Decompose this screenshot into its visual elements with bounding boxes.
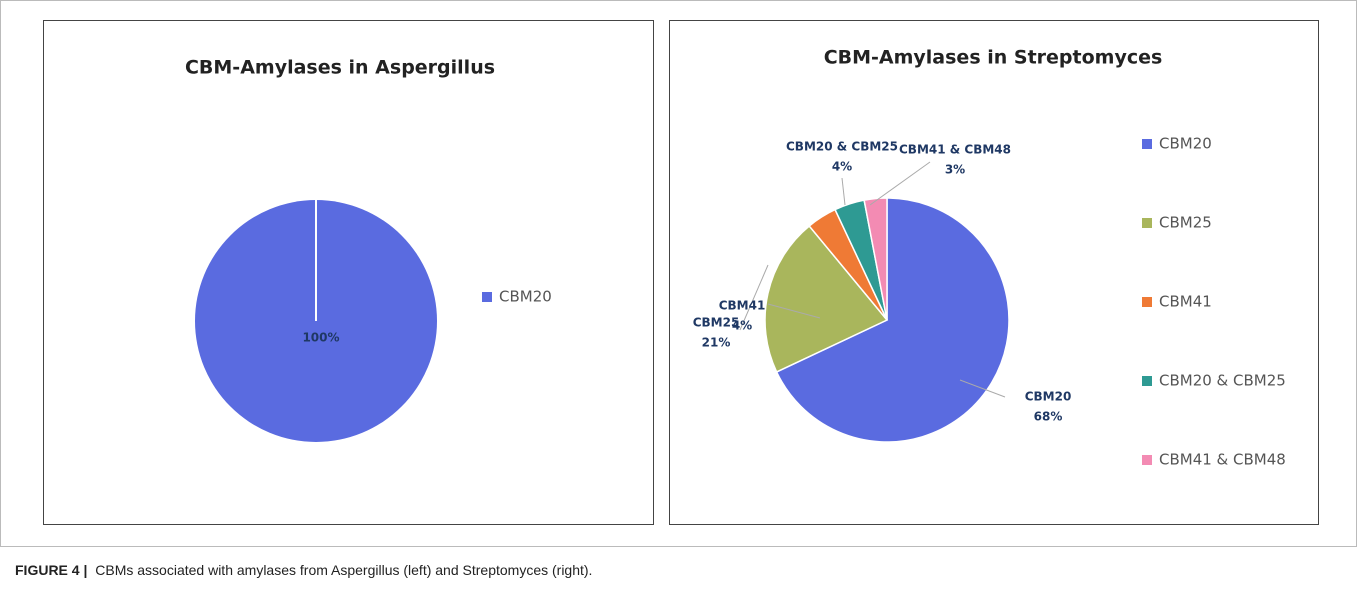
caption-text: CBMs associated with amylases from Asper… [95, 562, 592, 578]
leader-line [959, 379, 1006, 398]
legend-swatch [1142, 218, 1152, 228]
leader-line [739, 264, 769, 331]
data-label-name: CBM20 [1025, 390, 1072, 404]
chart-title: CBM-Amylases in Streptomyces [824, 47, 1163, 69]
data-label: 3% [945, 163, 965, 177]
data-label-name: CBM41 & CBM48 [899, 143, 1011, 157]
leader-line [841, 177, 846, 206]
legend-swatch [1142, 297, 1152, 307]
leader-line [767, 303, 821, 319]
data-label: 4% [732, 319, 752, 333]
data-label: 68% [1034, 410, 1063, 424]
data-label-name: CBM20 & CBM25 [786, 140, 898, 154]
data-label-name: CBM25 [693, 316, 740, 330]
legend-label: CBM20 [1159, 135, 1212, 153]
data-label: 4% [832, 160, 852, 174]
legend-label: CBM20 & CBM25 [1159, 372, 1286, 390]
pie-slice [775, 197, 1010, 443]
panel-left [43, 20, 654, 525]
legend-swatch [1142, 455, 1152, 465]
data-label: 100% [302, 331, 339, 345]
leader-line [869, 161, 931, 206]
pie-slice [863, 197, 888, 321]
legend-label: CBM25 [1159, 214, 1212, 232]
caption-label: FIGURE 4 | [15, 562, 87, 578]
legend-swatch [1142, 376, 1152, 386]
pie-slice [764, 224, 889, 373]
legend-label: CBM41 & CBM48 [1159, 451, 1286, 469]
legend-label: CBM41 [1159, 293, 1212, 311]
legend-swatch [1142, 139, 1152, 149]
data-label: 21% [702, 336, 731, 350]
legend-label: CBM20 [499, 288, 552, 306]
legend-swatch [482, 292, 492, 302]
data-label-name: CBM41 [719, 299, 766, 313]
chart-title: CBM-Amylases in Aspergillus [185, 57, 495, 79]
caption: FIGURE 4 | CBMs associated with amylases… [15, 562, 592, 578]
